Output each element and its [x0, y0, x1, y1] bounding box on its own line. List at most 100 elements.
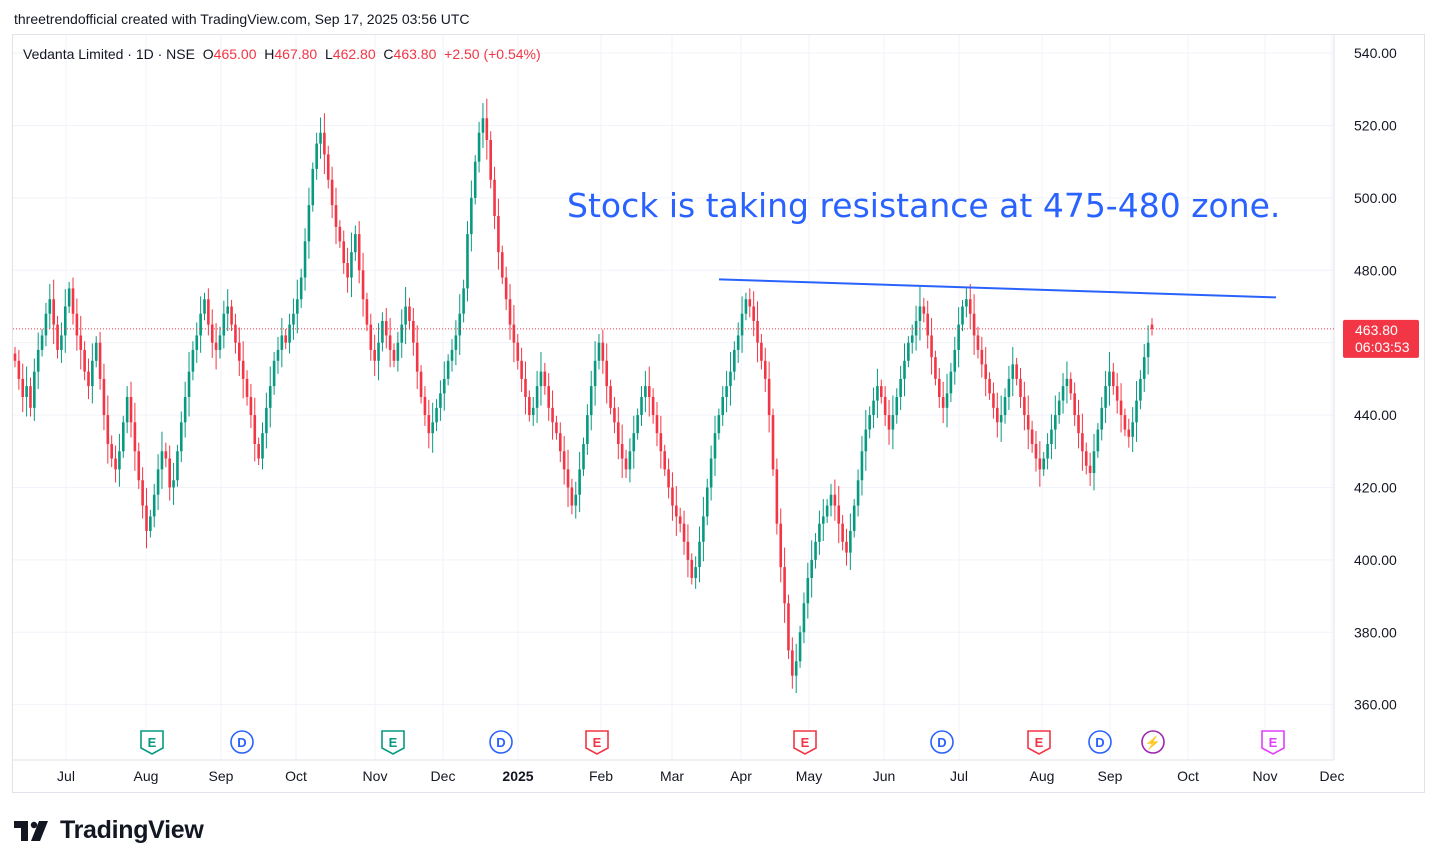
candle-body	[663, 451, 667, 470]
time-tick-label: May	[796, 768, 822, 784]
candle-body	[1146, 342, 1150, 358]
candle	[999, 395, 1003, 442]
candle-body	[44, 313, 48, 336]
chart-annotation[interactable]: Stock is taking resistance at 475-480 zo…	[567, 186, 1281, 225]
candle-body	[586, 415, 589, 445]
candle	[860, 436, 864, 496]
candle	[1123, 408, 1127, 437]
candle-body	[589, 386, 593, 416]
dividend-marker[interactable]: D	[489, 730, 513, 754]
candle-body	[968, 299, 972, 314]
candle	[427, 399, 431, 449]
candle	[67, 281, 71, 313]
candle-body	[462, 288, 465, 314]
candle	[156, 454, 160, 510]
candle	[578, 452, 581, 513]
candle	[1073, 382, 1076, 426]
candle-body	[934, 357, 937, 379]
candle-body	[690, 559, 694, 578]
earnings-marker[interactable]: E	[585, 730, 609, 755]
earnings-marker[interactable]: E	[793, 730, 817, 755]
candle-body	[907, 342, 910, 361]
earnings-marker[interactable]: E	[381, 730, 405, 755]
candle-body	[845, 541, 848, 553]
candle	[856, 469, 860, 517]
candle	[326, 145, 330, 189]
candle-body	[230, 306, 233, 325]
candle	[895, 388, 899, 424]
candle	[1081, 413, 1084, 471]
candle-body	[752, 306, 755, 321]
candle	[783, 547, 786, 623]
candle-body	[999, 415, 1003, 423]
candle	[1026, 395, 1030, 450]
candle-body	[736, 335, 740, 350]
candle-body	[992, 393, 995, 408]
candle-body	[1065, 378, 1069, 387]
price-tick-label: 480.00	[1354, 262, 1397, 278]
candle	[794, 643, 798, 694]
candle	[802, 592, 806, 644]
candle	[466, 221, 469, 302]
candle	[257, 437, 260, 466]
candle	[620, 424, 624, 479]
candle-body	[1119, 400, 1123, 416]
dividend-marker[interactable]: D	[230, 730, 254, 754]
candle-body	[760, 342, 763, 361]
candle	[458, 294, 462, 355]
candle	[589, 370, 593, 431]
candle	[125, 386, 129, 434]
candle-body	[783, 567, 786, 604]
earnings-marker[interactable]: E	[140, 730, 164, 755]
candle-body	[644, 386, 647, 397]
candle	[145, 488, 148, 549]
badge-countdown: 06:03:53	[1355, 339, 1410, 355]
candle	[412, 307, 415, 356]
candle	[164, 442, 168, 468]
split-marker[interactable]: ⚡	[1141, 730, 1165, 754]
candle-body	[423, 396, 427, 416]
candle	[763, 347, 767, 392]
candle-body	[810, 559, 813, 578]
candle-body	[574, 494, 578, 506]
candle-body	[558, 433, 562, 452]
candle-body	[350, 252, 353, 278]
candle-body	[284, 335, 288, 343]
candle-body	[551, 407, 554, 423]
chart-frame[interactable]	[12, 34, 1425, 793]
earnings-marker[interactable]: E	[1027, 730, 1051, 755]
creator-line: threetrendofficial created with TradingV…	[14, 11, 470, 27]
candle	[667, 458, 670, 499]
dividend-marker[interactable]: D	[930, 730, 954, 754]
candle-body	[926, 313, 929, 336]
candle-body	[245, 378, 249, 397]
candle-body	[516, 342, 520, 361]
candle	[118, 433, 121, 487]
candle-body	[346, 263, 349, 278]
time-axis-labels: Jul Aug Sep Oct Nov Dec 2025 Feb Mar Apr May Jun Jul…	[57, 768, 1344, 784]
candle	[292, 298, 295, 340]
candle-body	[825, 505, 829, 517]
low-value: 462.80	[332, 46, 376, 62]
candle-body	[63, 306, 67, 336]
dividend-marker[interactable]: D	[1088, 730, 1112, 754]
candle-body	[524, 378, 527, 397]
candle-body	[961, 306, 964, 325]
candle-body	[412, 320, 415, 343]
candle-body	[539, 371, 543, 387]
earnings-marker[interactable]: E	[1261, 730, 1285, 755]
candle-body	[694, 567, 697, 578]
candle	[265, 392, 268, 449]
price-tick-label: 360.00	[1354, 697, 1397, 713]
candle-body	[334, 205, 338, 227]
candle-body	[36, 349, 40, 372]
candle-body	[613, 407, 616, 423]
candle-body	[698, 541, 701, 568]
candle-body	[307, 205, 311, 242]
candle-body	[481, 118, 485, 133]
candle	[110, 435, 113, 468]
candle	[473, 155, 477, 205]
candle	[1065, 361, 1069, 404]
candle-body	[895, 396, 899, 416]
